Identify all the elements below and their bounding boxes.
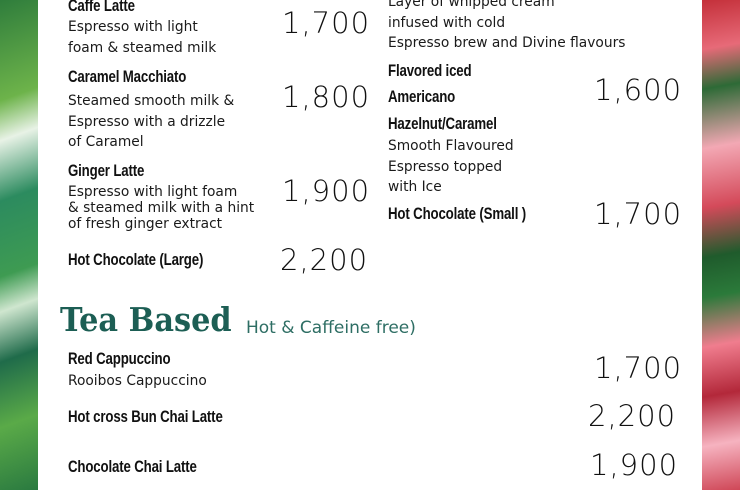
item-price: 1,700 [594,197,683,231]
description-line: Espresso brew and Divine flavours [388,35,626,51]
description-line: Espresso with a drizzle [68,113,226,130]
item-price: 1,600 [594,73,683,107]
item-price: 2,200 [280,243,369,277]
item-name: Hot cross Bun Chai Latte [68,407,223,426]
leaf-decoration-left [0,0,38,490]
description-line: infused with cold [388,14,506,31]
item-price: 1,900 [590,448,679,482]
item-name: Ginger Latte [68,161,145,180]
item-name: Caffe Latte [68,0,135,15]
description-line: Smooth Flavoured [388,138,514,154]
description-line: with Ice [388,179,442,195]
description-line: foam & steamed milk [68,39,217,56]
item-description: Rooibos Cappuccino [68,373,207,389]
item-name: Caramel Macchiato [68,67,187,86]
description-line: of fresh ginger extract [68,216,223,232]
description-line: Steamed smooth milk & [68,93,235,109]
menu-panel [38,0,702,490]
item-name: Red Cappuccino [68,349,171,368]
item-name: Chocolate Chai Latte [68,457,197,476]
description-line: of Caramel [68,134,144,150]
item-name: Hazelnut/Caramel [388,114,497,133]
item-price: 1,700 [594,351,683,385]
item-description: Espresso with light foam & steamed milk [68,17,216,58]
description-line: Espresso with light foam [68,184,238,200]
section-subtitle: Hot & Caffeine free) [246,318,416,338]
item-name: Hot Chocolate (Large) [68,250,204,269]
item-description: Steamed smooth milk & Espresso with a dri… [68,91,234,153]
flower-decoration-right [702,0,740,490]
item-name: Flavored iced [388,61,472,80]
description-line: Espresso with light [68,19,198,35]
item-name: Americano [388,87,456,106]
item-name: Hot Chocolate (Small ) [388,204,527,223]
item-price: 1,900 [282,174,371,208]
description-line: & steamed milk with a hint [68,200,255,216]
description-line: Espresso topped [388,158,503,175]
section-title: Tea Based [60,300,232,339]
item-price: 1,800 [282,80,371,114]
item-description: Smooth Flavoured Espresso topped with Ice [388,136,514,198]
item-price: 2,200 [588,399,677,433]
item-description: Espresso with light foam & steamed milk w… [68,184,254,232]
description-line: Layer of whipped cream [388,0,555,10]
item-price: 1,700 [282,6,371,40]
item-description: Layer of whipped cream infused with cold E… [388,0,625,54]
